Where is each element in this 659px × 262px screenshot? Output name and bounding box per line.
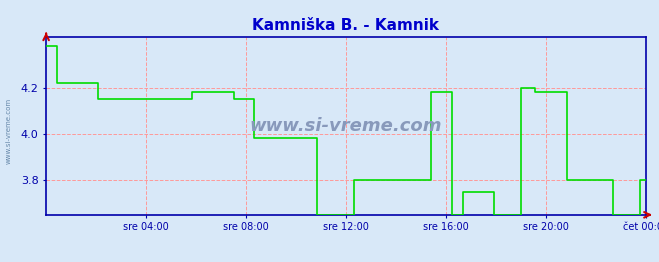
Text: www.si-vreme.com: www.si-vreme.com: [250, 117, 442, 135]
Text: www.si-vreme.com: www.si-vreme.com: [5, 98, 12, 164]
Title: Kamniška B. - Kamnik: Kamniška B. - Kamnik: [252, 18, 440, 33]
